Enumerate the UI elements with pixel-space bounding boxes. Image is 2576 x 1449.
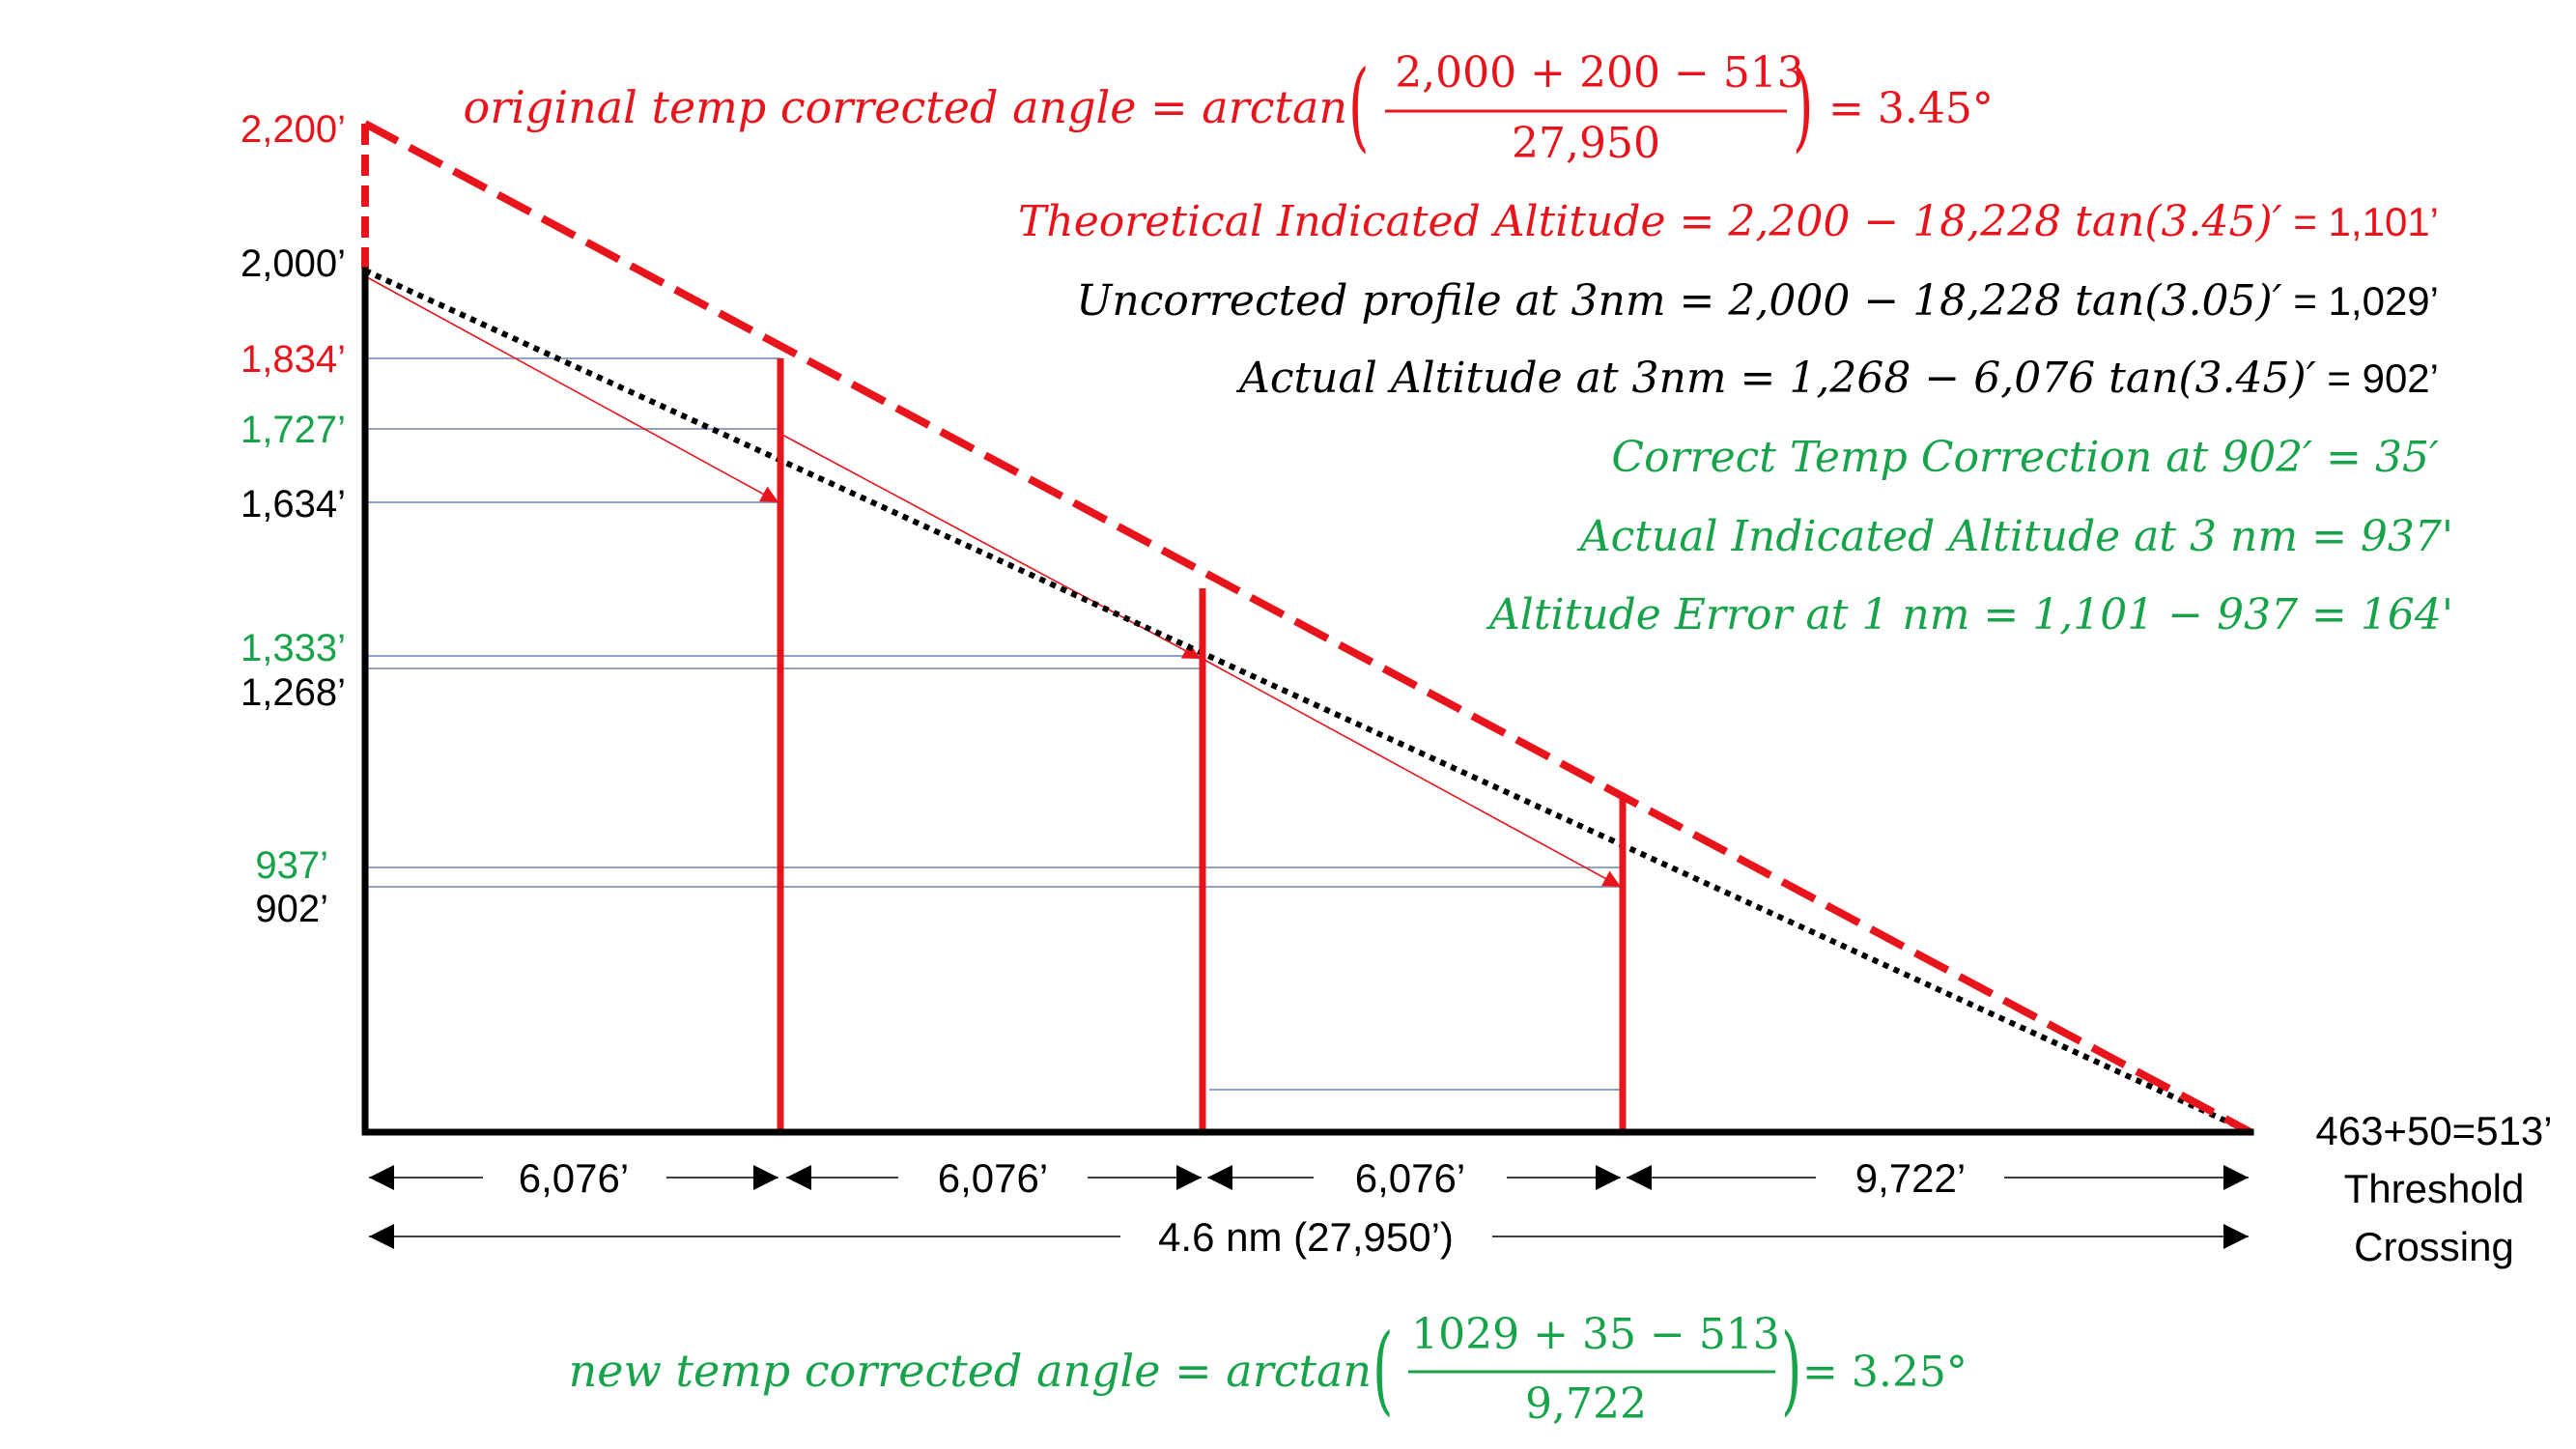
new-formula-lhs: new temp corrected angle = arctan — [569, 1345, 1372, 1397]
uncorrected-result: = 1,029’ — [2282, 278, 2439, 324]
seg4-label: 9,722’ — [1855, 1155, 1966, 1201]
original-formula-lhs: original temp corrected angle = arctan — [464, 81, 1347, 133]
original-formula-result: = 3.45° — [1828, 84, 1994, 133]
nm-markers — [777, 358, 1627, 1132]
threshold-height: 463+50=513’ — [2315, 1108, 2552, 1153]
seg1-label: 6,076’ — [519, 1155, 629, 1201]
seg3-label: 6,076’ — [1355, 1155, 1465, 1201]
threshold-word: Threshold — [2344, 1166, 2525, 1211]
crossing-word: Crossing — [2354, 1224, 2514, 1269]
label-1333: 1,333’ — [241, 627, 346, 669]
altitude-guide-lines — [365, 357, 1623, 1091]
uncorrected-profile-line — [363, 268, 2252, 1135]
new-formula-paren-right: ) — [1781, 1314, 1801, 1426]
uncorrected-lhs: Uncorrected profile at 3nm = 2,000 − 18,… — [1076, 276, 2281, 326]
label-902: 902’ — [255, 888, 328, 930]
original-formula-numerator: 2,000 + 200 − 513 — [1395, 48, 1804, 98]
new-formula-denominator: 9,722 — [1525, 1379, 1647, 1429]
theoretical-result: = 1,101’ — [2282, 199, 2439, 244]
altitude-error: Altitude Error at 1 nm = 1,101 − 937 = 1… — [1486, 590, 2453, 639]
label-1634: 1,634’ — [241, 483, 346, 526]
theoretical-indicated-altitude: Theoretical Indicated Altitude = 2,200 −… — [1018, 197, 2439, 246]
total-label: 4.6 nm (27,950’) — [1158, 1214, 1454, 1260]
correct-temp-correction: Correct Temp Correction at 902′ = 35′ — [1611, 433, 2439, 482]
original-formula-paren-left: ( — [1348, 50, 1369, 162]
segment-dimensions — [369, 1165, 2249, 1249]
slope-step-arrows — [366, 276, 1622, 888]
seg2-label: 6,076’ — [938, 1155, 1048, 1201]
label-937: 937’ — [255, 844, 328, 887]
threshold-crossing-label: 463+50=513’ Threshold Crossing — [2315, 1108, 2552, 1269]
label-1268: 1,268’ — [241, 671, 346, 714]
uncorrected-profile-at-3nm: Uncorrected profile at 3nm = 2,000 − 18,… — [1076, 276, 2439, 326]
actual-result: = 902’ — [2316, 355, 2439, 401]
label-1727: 1,727’ — [241, 409, 346, 451]
new-angle-formula: new temp corrected angle = arctan ( 1029… — [569, 1310, 1967, 1429]
actual-indicated-altitude: Actual Indicated Altitude at 3 nm = 937' — [1576, 512, 2453, 561]
corrected-profile-line — [363, 120, 2252, 1136]
step-arrow-1 — [366, 276, 779, 503]
altitude-labels: 2,200’ 2,000’ 1,834’ 1,727’ 1,634’ 1,333… — [241, 108, 346, 930]
dimension-labels: 6,076’ 6,076’ 6,076’ 9,722’ 4.6 nm (27,9… — [519, 1155, 1966, 1260]
new-formula-paren-left: ( — [1373, 1314, 1393, 1426]
label-1834: 1,834’ — [241, 338, 346, 381]
actual-lhs: Actual Altitude at 3nm = 1,268 − 6,076 t… — [1235, 354, 2316, 403]
original-formula-denominator: 27,950 — [1512, 119, 1660, 168]
step-arrow-2 — [779, 433, 1202, 660]
calculation-lines: Theoretical Indicated Altitude = 2,200 −… — [1018, 197, 2453, 639]
new-formula-result: = 3.25° — [1802, 1348, 1967, 1397]
axes — [361, 267, 2254, 1136]
label-2200: 2,200’ — [241, 108, 346, 151]
original-angle-formula: original temp corrected angle = arctan (… — [464, 48, 1994, 168]
theoretical-lhs: Theoretical Indicated Altitude = 2,200 −… — [1018, 197, 2282, 246]
original-formula-paren-right: ) — [1793, 50, 1813, 162]
new-formula-numerator: 1029 + 35 − 513 — [1411, 1310, 1780, 1359]
step-arrow-3 — [1202, 658, 1622, 888]
actual-altitude-at-3nm: Actual Altitude at 3nm = 1,268 − 6,076 t… — [1235, 354, 2439, 403]
label-2000: 2,000’ — [241, 242, 346, 285]
